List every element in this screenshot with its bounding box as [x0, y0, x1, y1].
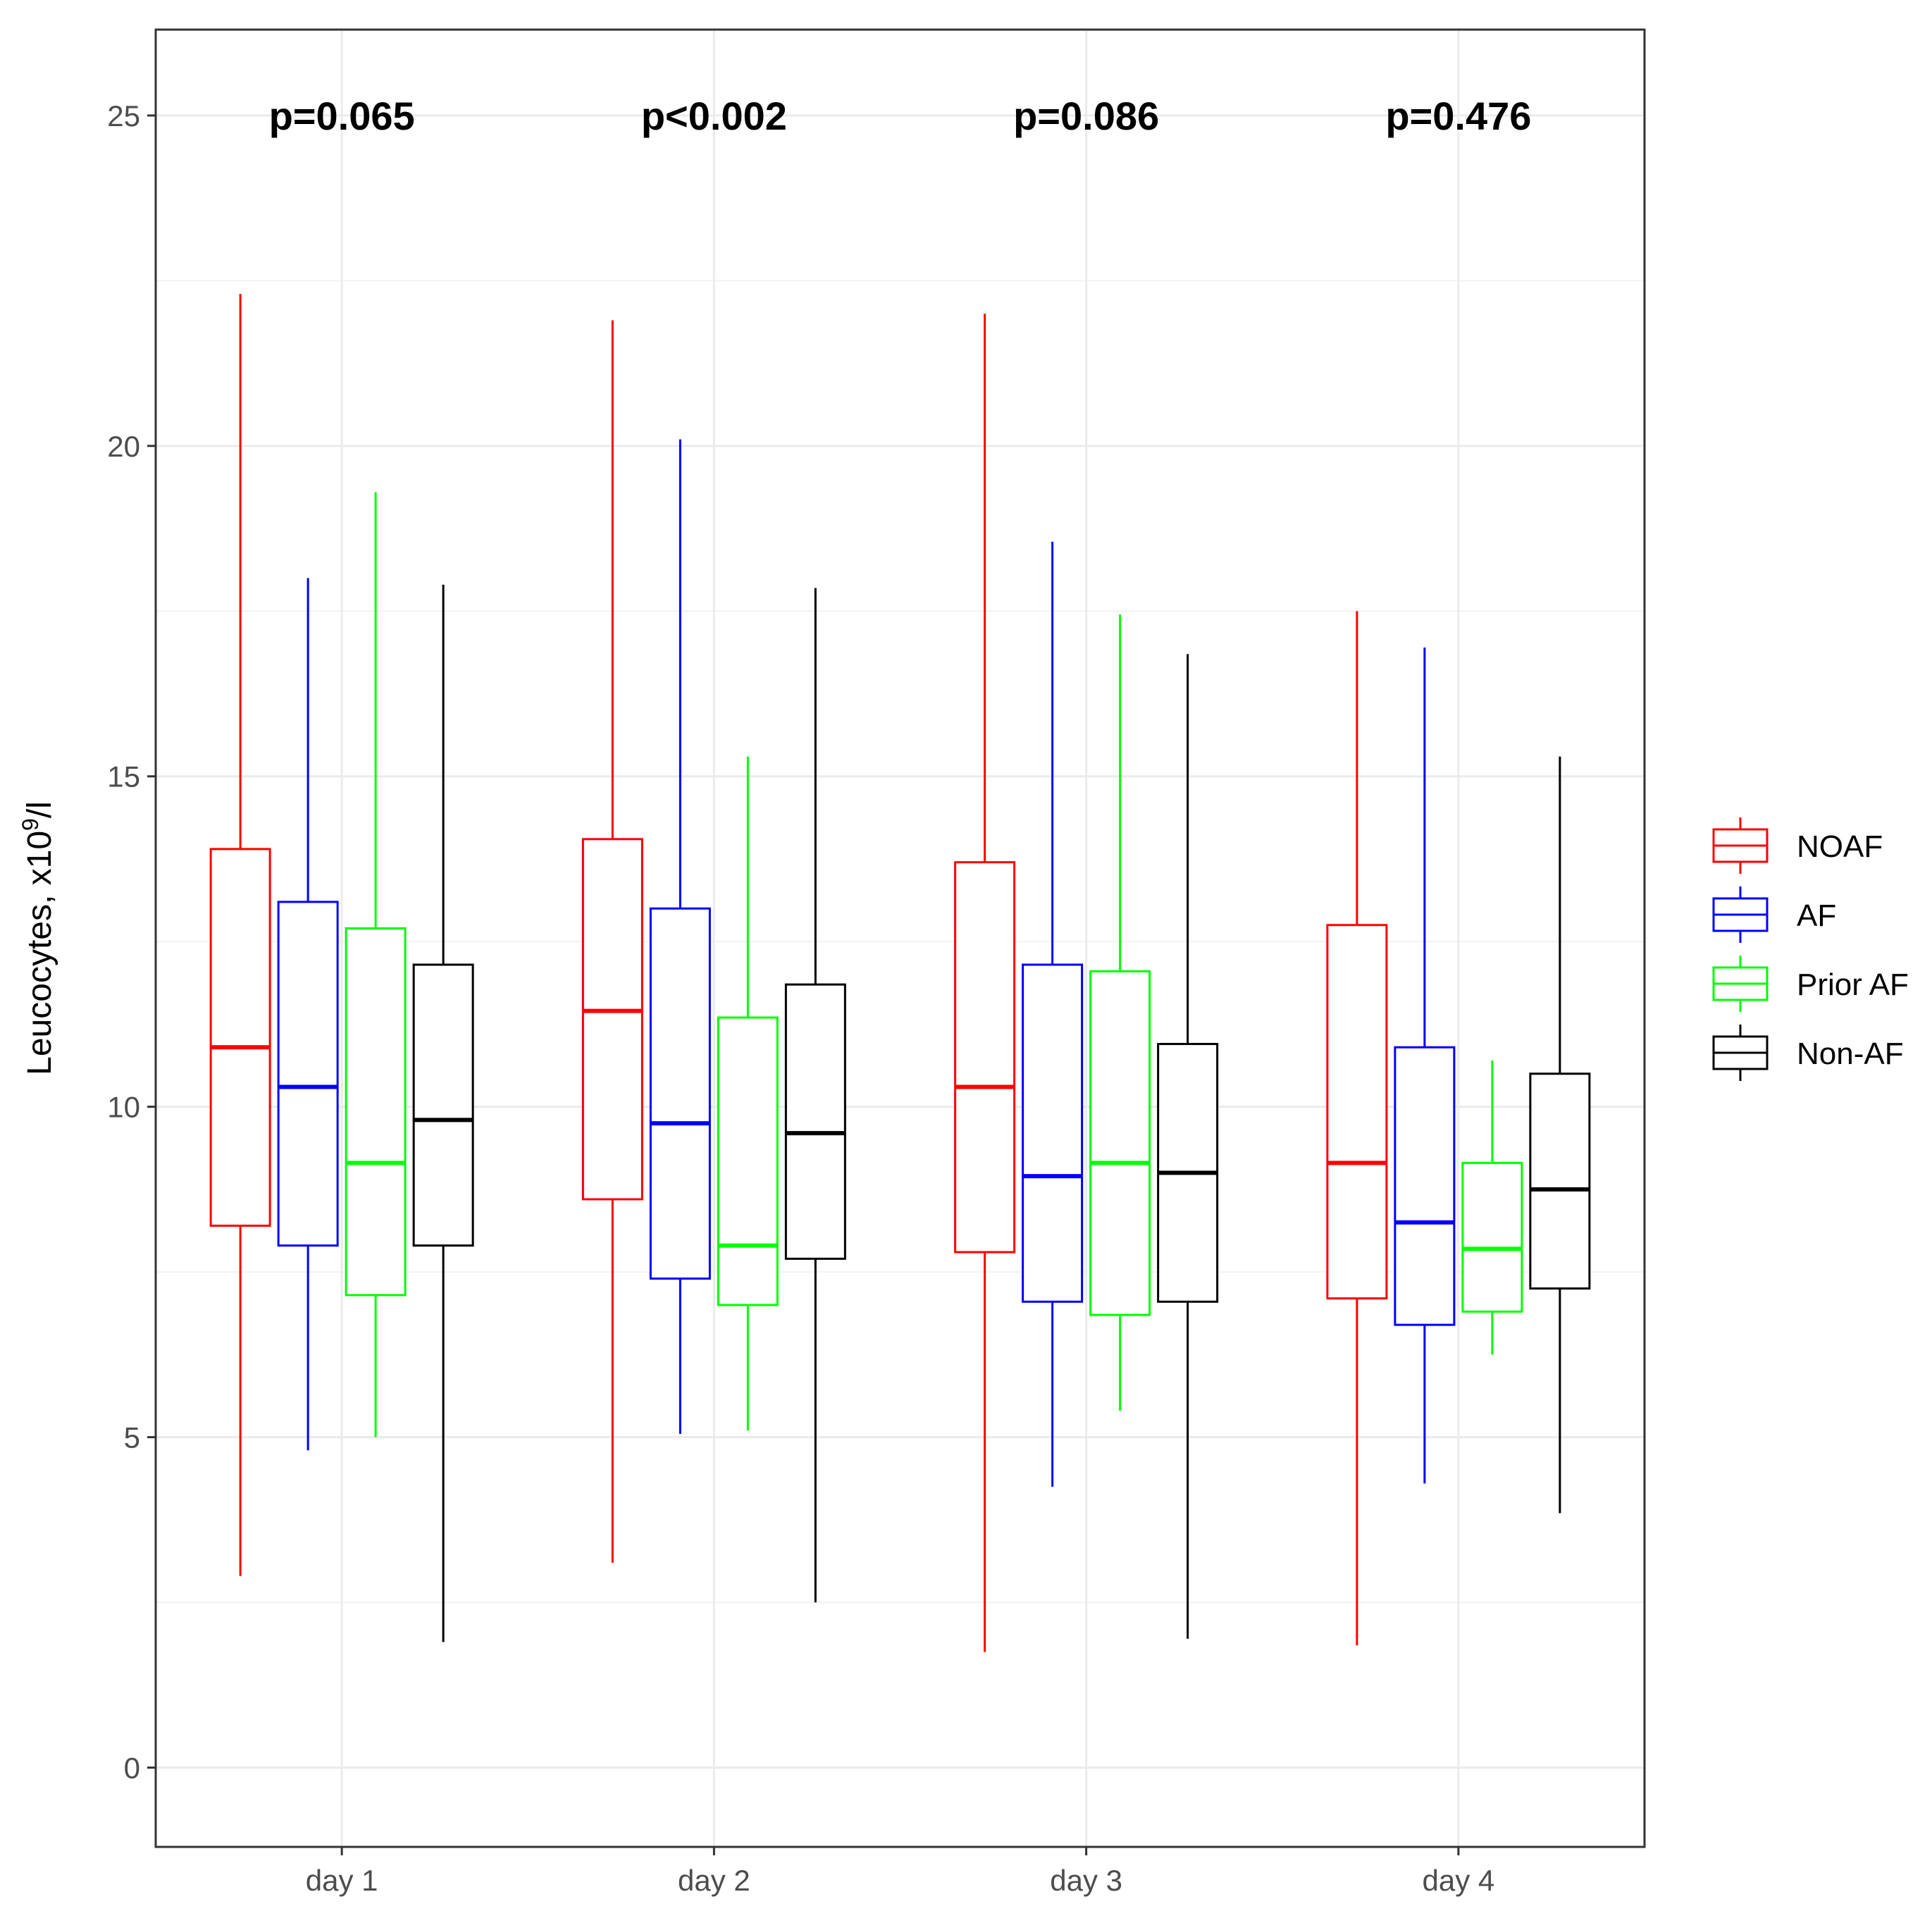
iqr-box [1022, 963, 1084, 1303]
legend-label-prior-af: Prior AF [1797, 967, 1909, 1002]
x-tick-label-day-1: day 1 [306, 1864, 378, 1897]
legend-item-prior-af: Prior AF [1712, 956, 1909, 1012]
p-value-annotations: p=0.065 p<0.002 p=0.086 p=0.476 [269, 94, 1532, 138]
plot-panel-border [154, 28, 1646, 1848]
legend-label-non-af: Non-AF [1797, 1037, 1904, 1071]
legend-key-af [1712, 886, 1769, 943]
box-non-af-day-3 [1157, 654, 1219, 1639]
iqr-box [1529, 1072, 1591, 1290]
box-af-day-4 [1394, 647, 1456, 1484]
x-tick-label-day-3: day 3 [1050, 1864, 1122, 1897]
legend-key-prior-af [1712, 956, 1769, 1012]
p-value-day-2: p<0.002 [641, 94, 787, 138]
iqr-box [209, 848, 271, 1227]
x-axis: day 1 day 2 day 3 day 4 [306, 1847, 1495, 1897]
iqr-box [581, 838, 643, 1201]
box-non-af-day-1 [412, 584, 474, 1643]
legend-item-af: AF [1712, 886, 1836, 943]
box-plots [209, 294, 1591, 1652]
y-tick-label: 20 [107, 430, 140, 463]
y-tick-label: 10 [107, 1091, 140, 1124]
y-axis-title-main: Leucocytes, x10 [21, 831, 58, 1075]
p-value-day-1: p=0.065 [269, 94, 415, 138]
iqr-box [954, 861, 1016, 1254]
box-prior-af-day-1 [345, 492, 407, 1437]
iqr-box [1326, 924, 1388, 1300]
y-tick-label: 25 [107, 99, 140, 132]
iqr-box [649, 907, 711, 1280]
x-tick-label-day-4: day 4 [1423, 1864, 1495, 1897]
box-prior-af-day-3 [1089, 614, 1151, 1411]
iqr-box [1089, 970, 1151, 1316]
y-axis-title-superscript: 9 [18, 818, 43, 831]
p-value-day-3: p=0.086 [1013, 94, 1159, 138]
iqr-box [412, 963, 474, 1247]
x-tick-label-day-2: day 2 [678, 1864, 750, 1897]
box-af-day-2 [649, 439, 711, 1434]
legend-key-non-af [1712, 1025, 1769, 1081]
box-noaf-day-4 [1326, 611, 1388, 1645]
y-tick-label: 5 [124, 1421, 140, 1454]
box-noaf-day-1 [209, 294, 271, 1576]
iqr-box [1461, 1161, 1523, 1313]
legend-item-non-af: Non-AF [1712, 1025, 1904, 1081]
y-axis-title-suffix: /l [21, 801, 58, 818]
box-prior-af-day-2 [717, 756, 779, 1431]
legend: NOAF AF Prior AF Non-AF [1712, 817, 1909, 1081]
box-non-af-day-2 [784, 588, 846, 1603]
box-af-day-1 [277, 578, 339, 1451]
legend-label-noaf: NOAF [1797, 829, 1883, 864]
box-noaf-day-3 [954, 314, 1016, 1652]
box-non-af-day-4 [1529, 756, 1591, 1514]
legend-label-af: AF [1797, 898, 1836, 933]
iqr-box [1394, 1046, 1456, 1326]
legend-key-noaf [1712, 817, 1769, 874]
iqr-box [717, 1016, 779, 1306]
y-tick-label: 0 [124, 1751, 140, 1784]
iqr-box [277, 901, 339, 1247]
box-prior-af-day-4 [1461, 1060, 1523, 1355]
box-noaf-day-2 [581, 320, 643, 1563]
y-tick-label: 15 [107, 760, 140, 793]
box-af-day-3 [1022, 541, 1084, 1487]
p-value-day-4: p=0.476 [1385, 94, 1531, 138]
legend-item-noaf: NOAF [1712, 817, 1883, 874]
iqr-box [345, 927, 407, 1297]
iqr-box [784, 983, 846, 1260]
y-axis-title: Leucocytes, x109/l [18, 801, 58, 1075]
y-axis: 0 5 10 15 20 25 [107, 99, 156, 1784]
